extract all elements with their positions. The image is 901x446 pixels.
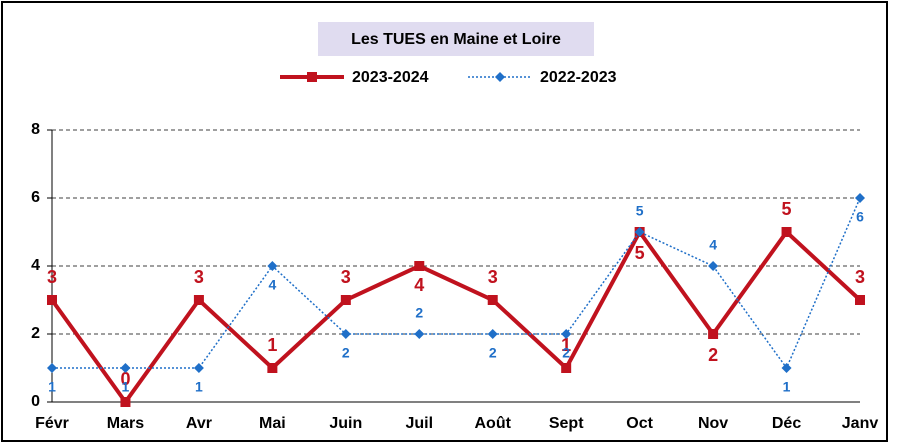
data-label: 5 — [635, 243, 645, 263]
data-label: 1 — [122, 379, 130, 395]
chart-frame — [1, 1, 888, 442]
marker — [267, 363, 278, 373]
marker — [781, 227, 792, 237]
data-label: 1 — [561, 335, 571, 355]
data-label: 1 — [783, 379, 791, 395]
marker — [487, 329, 498, 339]
data-label: 2 — [562, 345, 570, 361]
data-label: 3 — [855, 267, 865, 287]
y-tick-label: 8 — [31, 121, 40, 138]
x-tick-label: Mai — [259, 415, 286, 432]
marker — [47, 295, 57, 305]
marker — [487, 295, 498, 305]
marker — [340, 295, 351, 305]
marker — [414, 261, 425, 271]
data-label: 3 — [488, 267, 498, 287]
x-tick-label: Juil — [405, 415, 433, 432]
marker — [120, 363, 131, 373]
marker — [414, 329, 425, 339]
marker — [708, 329, 719, 339]
y-tick-label: 0 — [31, 393, 40, 410]
data-label: 0 — [120, 369, 130, 389]
data-label: 3 — [194, 267, 204, 287]
x-tick-label: Avr — [186, 415, 212, 432]
data-label: 1 — [195, 379, 203, 395]
marker — [340, 329, 351, 339]
data-label: 2 — [708, 345, 718, 365]
data-label: 4 — [268, 277, 276, 293]
legend-label: 2022-2023 — [540, 69, 617, 86]
series-line — [52, 197, 861, 370]
data-label: 1 — [48, 379, 56, 395]
data-label: 2 — [489, 345, 497, 361]
marker — [47, 363, 57, 373]
legend-label: 2023-2024 — [352, 69, 429, 86]
data-label: 3 — [47, 267, 57, 287]
data-label: 5 — [782, 199, 792, 219]
data-label: 6 — [856, 209, 864, 225]
data-label: 2 — [342, 345, 350, 361]
x-tick-label: Août — [475, 415, 512, 432]
marker — [855, 193, 865, 203]
marker — [561, 363, 572, 373]
marker — [708, 261, 719, 271]
x-tick-label: Juin — [329, 415, 362, 432]
data-label: 3 — [341, 267, 351, 287]
x-tick-label: Mars — [107, 415, 144, 432]
marker — [781, 363, 792, 373]
y-tick-label: 4 — [31, 257, 40, 274]
marker — [855, 295, 865, 305]
x-tick-label: Sept — [549, 415, 584, 432]
marker — [193, 363, 204, 373]
y-tick-label: 2 — [31, 325, 40, 342]
x-tick-label: Févr — [35, 415, 69, 432]
data-label: 4 — [709, 237, 717, 253]
legend-marker — [307, 72, 317, 82]
series-line — [50, 228, 862, 406]
x-tick-label: Nov — [698, 415, 728, 432]
data-label: 2 — [415, 305, 423, 321]
x-tick-label: Oct — [626, 415, 653, 432]
data-label: 4 — [414, 275, 424, 295]
title-box — [318, 22, 594, 56]
marker — [193, 295, 204, 305]
x-tick-label: Déc — [772, 415, 801, 432]
marker — [267, 261, 278, 271]
marker — [120, 397, 131, 407]
chart-title: Les TUES en Maine et Loire — [351, 31, 561, 48]
data-label: 5 — [636, 203, 644, 219]
marker — [561, 329, 572, 339]
y-tick-label: 6 — [31, 189, 40, 206]
marker — [634, 227, 645, 237]
legend-marker — [495, 72, 505, 82]
data-label: 1 — [267, 335, 277, 355]
x-tick-label: Janv — [842, 415, 879, 432]
